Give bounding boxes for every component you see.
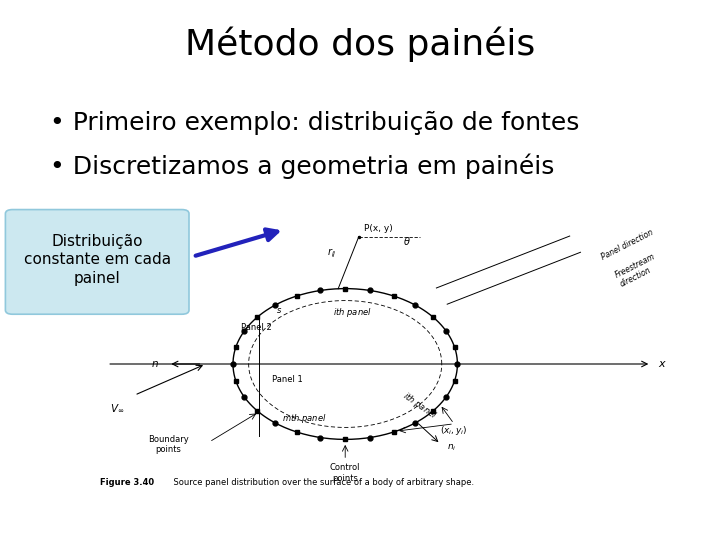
Text: n: n — [152, 359, 158, 369]
Text: $n_i$: $n_i$ — [447, 442, 456, 453]
Text: • Primeiro exemplo: distribuição de fontes: • Primeiro exemplo: distribuição de font… — [50, 111, 580, 134]
Text: $r_{ij}$: $r_{ij}$ — [327, 247, 336, 260]
Text: Source panel distribution over the surface of a body of arbitrary shape.: Source panel distribution over the surfa… — [163, 478, 474, 487]
Text: $i$th panel: $i$th panel — [400, 389, 440, 422]
Text: x: x — [658, 359, 665, 369]
Text: Distribuição
constante em cada
painel: Distribuição constante em cada painel — [24, 234, 171, 286]
Text: Control
points: Control points — [330, 463, 361, 483]
Text: $V_\infty$: $V_\infty$ — [110, 402, 125, 414]
Text: P(x, y): P(x, y) — [364, 224, 393, 233]
Text: Panel 1: Panel 1 — [272, 375, 303, 384]
Text: $\theta$: $\theta$ — [403, 235, 411, 247]
Text: s: s — [277, 306, 282, 314]
Text: Método dos painéis: Método dos painéis — [185, 27, 535, 63]
Text: $(x_i, y_i)$: $(x_i, y_i)$ — [440, 424, 468, 437]
Text: • Discretizamos a geometria em painéis: • Discretizamos a geometria em painéis — [50, 154, 555, 179]
Text: Panel 2: Panel 2 — [241, 323, 272, 332]
Text: $m$th panel: $m$th panel — [282, 412, 327, 425]
Text: $i$th panel: $i$th panel — [333, 306, 372, 319]
Text: Panel direction: Panel direction — [600, 227, 655, 261]
Text: Figure 3.40: Figure 3.40 — [100, 478, 155, 487]
FancyBboxPatch shape — [6, 210, 189, 314]
Text: Freestream
direction: Freestream direction — [613, 252, 662, 289]
Text: Boundary
points: Boundary points — [148, 435, 189, 454]
